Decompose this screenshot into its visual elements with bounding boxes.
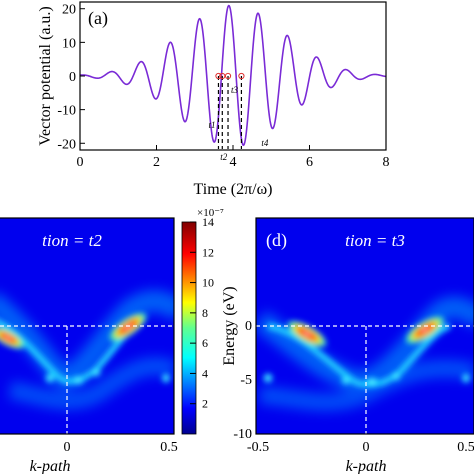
panel-a-xlabel: Time (2π/ω) bbox=[194, 181, 273, 198]
panel-c-heatmap: tion = t2 0 0.5 k-path bbox=[0, 217, 178, 474]
panel-c-title: tion = t2 bbox=[42, 231, 102, 250]
colorbar-tick-label: 4 bbox=[202, 366, 208, 380]
panel-a: 0 2 4 6 8 -20 -10 0 10 20 (a) Time (2π/ω) Vector … bbox=[37, 1, 390, 198]
panel-d-xtick--0.5: -0.5 bbox=[247, 440, 269, 455]
colorbar-gradient bbox=[181, 221, 197, 435]
panel-d-title: tion = t3 bbox=[345, 231, 405, 250]
colorbar-tick-label: 2 bbox=[202, 397, 208, 411]
marker-point-t4 bbox=[238, 72, 245, 80]
xtick-label: 6 bbox=[306, 155, 313, 170]
panel-c-xtick-0.5: 0.5 bbox=[160, 440, 178, 455]
marker-point-t1 bbox=[215, 72, 222, 80]
panel-d-ylabel: Energy (eV) bbox=[221, 286, 238, 365]
panel-d-label: (d) bbox=[266, 230, 287, 251]
marker-label-t2: t2 bbox=[220, 152, 228, 162]
colorbar-tick-label: 14 bbox=[202, 215, 214, 229]
panel-d-xlabel: k-path bbox=[346, 458, 387, 474]
panel-c-xlabel: k-path bbox=[30, 458, 71, 474]
xtick-label: 8 bbox=[383, 155, 390, 170]
vector-potential-curve bbox=[79, 4, 387, 147]
ytick-label: 10 bbox=[62, 36, 76, 51]
ytick-label: 0 bbox=[69, 70, 76, 85]
colorbar-tick-label: 6 bbox=[202, 336, 208, 350]
panel-d-ytick--5: -5 bbox=[240, 373, 252, 388]
marker-label-t1: t1 bbox=[208, 120, 215, 130]
panel-d-xtick-0.5: 0.5 bbox=[457, 440, 474, 455]
marker-point-t3 bbox=[224, 72, 232, 80]
colorbar-tick-label: 12 bbox=[202, 245, 214, 259]
colorbar-ticks: 2 4 6 8 10 12 14 bbox=[190, 215, 214, 411]
colorbar-scale-label: ×10⁻⁷ bbox=[197, 207, 224, 219]
ytick-label: -20 bbox=[57, 137, 76, 152]
xtick-label: 0 bbox=[77, 155, 84, 170]
marker-label-t3: t3 bbox=[231, 85, 239, 95]
panel-d-heatmap: (d) tion = t3 0 -5 -10 -0.5 0 0.5 Energy… bbox=[221, 217, 474, 474]
panel-a-ylabel: Vector potential (a.u.) bbox=[37, 6, 54, 146]
colorbar-tick-label: 10 bbox=[202, 276, 214, 290]
xtick-label: 2 bbox=[153, 155, 160, 170]
ytick-label: 20 bbox=[62, 3, 76, 18]
ytick-label: -10 bbox=[57, 104, 76, 119]
panel-d-xtick-0: 0 bbox=[363, 440, 370, 455]
marker-label-t4: t4 bbox=[261, 138, 269, 148]
panel-c-frame bbox=[0, 217, 175, 435]
colorbar-tick-label: 8 bbox=[202, 306, 208, 320]
time-marker-lines bbox=[215, 72, 245, 149]
marker-point-t2 bbox=[219, 72, 226, 80]
panel-d-frame bbox=[255, 217, 474, 435]
xtick-label: 4 bbox=[230, 155, 237, 170]
panel-c-xtick-0: 0 bbox=[64, 440, 71, 455]
panel-a-ticks: 0 2 4 6 8 -20 -10 0 10 20 bbox=[57, 3, 389, 170]
colorbar: 2 4 6 8 10 12 14 ×10⁻⁷ bbox=[181, 207, 224, 435]
panel-a-label: (a) bbox=[88, 8, 108, 29]
panel-d-ytick--10: -10 bbox=[233, 427, 252, 442]
panel-d-ytick-0: 0 bbox=[245, 319, 252, 334]
